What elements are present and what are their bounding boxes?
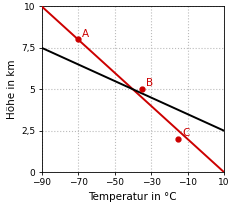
Y-axis label: Höhe in km: Höhe in km	[7, 59, 17, 119]
Text: C: C	[183, 128, 190, 138]
Text: B: B	[146, 79, 153, 88]
X-axis label: Temperatur in °C: Temperatur in °C	[88, 192, 177, 202]
Text: A: A	[82, 29, 89, 39]
